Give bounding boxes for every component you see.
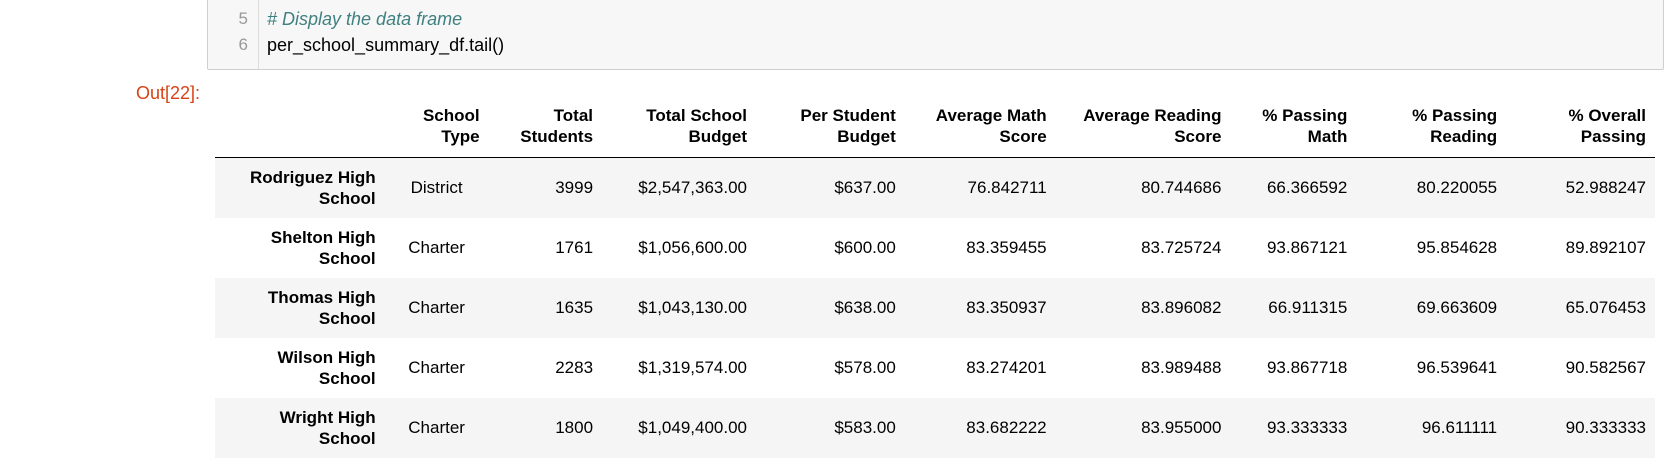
table-cell: Charter xyxy=(408,238,465,257)
table-cell: $1,319,574.00 xyxy=(638,358,748,377)
table-cell: $578.00 xyxy=(834,358,896,377)
row-index-label: Thomas High School xyxy=(267,287,376,328)
table-cell: 65.076453 xyxy=(1565,298,1646,317)
table-row: Wilson High School Charter 2283 $1,319,5… xyxy=(215,338,1655,398)
table-cell: District xyxy=(410,178,463,198)
table-cell: Charter xyxy=(408,298,465,317)
table-cell: 66.366592 xyxy=(1266,178,1348,198)
dataframe-table: School Type Total Students Total School … xyxy=(215,95,1655,458)
table-cell: $1,043,130.00 xyxy=(638,298,748,317)
table-cell: 83.896082 xyxy=(1141,298,1222,317)
column-header: Per Student Budget xyxy=(756,95,905,158)
table-cell: 93.333333 xyxy=(1266,418,1348,437)
table-cell: 83.359455 xyxy=(966,238,1047,257)
row-index-label: Rodriguez High School xyxy=(249,167,376,208)
column-header: % Overall Passing xyxy=(1506,95,1655,158)
table-cell: 80.744686 xyxy=(1141,178,1222,198)
table-row: Wright High School Charter 1800 $1,049,4… xyxy=(215,397,1655,458)
table-cell: 80.220055 xyxy=(1416,178,1498,198)
table-cell: 83.682222 xyxy=(966,418,1047,437)
code-line-6: 6 per_school_summary_df.tail() xyxy=(208,32,1663,58)
row-index-label: Wilson High School xyxy=(277,347,376,388)
column-header: % Passing Reading xyxy=(1356,95,1507,158)
table-cell: Charter xyxy=(408,418,465,437)
code-comment: # Display the data frame xyxy=(267,9,463,29)
table-cell: $1,049,400.00 xyxy=(638,418,748,437)
table-cell: 1800 xyxy=(555,418,594,437)
table-cell: 66.911315 xyxy=(1268,298,1348,317)
table-cell: 96.611111 xyxy=(1421,418,1498,437)
line-number-gutter xyxy=(208,0,259,69)
table-cell: 3999 xyxy=(555,178,594,198)
table-header-row: School Type Total Students Total School … xyxy=(215,95,1655,158)
line-number: 4 xyxy=(208,0,248,6)
code-text: per_school_summary_df.tail() xyxy=(267,35,505,55)
table-cell: 83.989488 xyxy=(1141,358,1222,377)
table-cell: $583.00 xyxy=(834,418,896,437)
table-cell: 1761 xyxy=(555,238,594,257)
table-cell: Charter xyxy=(408,358,465,377)
table-cell: 76.842711 xyxy=(967,178,1047,198)
column-header: Average Reading Score xyxy=(1055,95,1231,158)
table-cell: 69.663609 xyxy=(1416,298,1498,317)
table-cell: 90.582567 xyxy=(1565,358,1646,377)
table-row: Shelton High School Charter 1761 $1,056,… xyxy=(215,218,1655,278)
table-cell: $2,547,363.00 xyxy=(638,178,748,198)
column-header: School Type xyxy=(384,95,489,158)
table-cell: 1635 xyxy=(555,298,594,317)
row-index-label: Wright High School xyxy=(279,407,376,448)
table-cell: 83.274201 xyxy=(966,358,1047,377)
table-cell: 90.333333 xyxy=(1565,418,1646,437)
index-header xyxy=(215,95,385,158)
column-header: Total School Budget xyxy=(602,95,757,158)
row-index-label: Shelton High School xyxy=(270,227,376,268)
table-cell: $1,056,600.00 xyxy=(638,238,748,257)
line-number: 6 xyxy=(238,35,248,54)
table-cell: 83.350937 xyxy=(966,298,1047,317)
table-cell: 93.867718 xyxy=(1266,358,1348,377)
table-row: Thomas High School Charter 1635 $1,043,1… xyxy=(215,277,1655,338)
table-cell: 93.867121 xyxy=(1266,238,1348,257)
column-header: Total Students xyxy=(488,95,603,158)
column-header: % Passing Math xyxy=(1230,95,1357,158)
table-cell: $637.00 xyxy=(834,178,896,198)
code-line-5: 5 # Display the data frame xyxy=(208,6,1663,32)
column-header: Average Math Score xyxy=(904,95,1056,158)
code-input-cell[interactable]: 4 5 # Display the data frame 6 per_schoo… xyxy=(207,0,1664,70)
table-cell: 83.955000 xyxy=(1141,418,1222,437)
table-cell: 52.988247 xyxy=(1565,178,1646,198)
table-cell: 83.725724 xyxy=(1141,238,1222,257)
line-number: 5 xyxy=(238,9,248,28)
output-prompt: Out[22]: xyxy=(135,83,200,103)
table-row: Rodriguez High School District 3999 $2,5… xyxy=(215,157,1655,218)
table-cell: 95.854628 xyxy=(1416,238,1498,257)
table-cell: 2283 xyxy=(555,358,594,377)
table-cell: 96.539641 xyxy=(1416,358,1498,377)
table-cell: $600.00 xyxy=(834,238,896,257)
table-cell: $638.00 xyxy=(834,298,896,317)
code-line-4: 4 xyxy=(208,0,1663,6)
table-cell: 89.892107 xyxy=(1565,238,1646,257)
